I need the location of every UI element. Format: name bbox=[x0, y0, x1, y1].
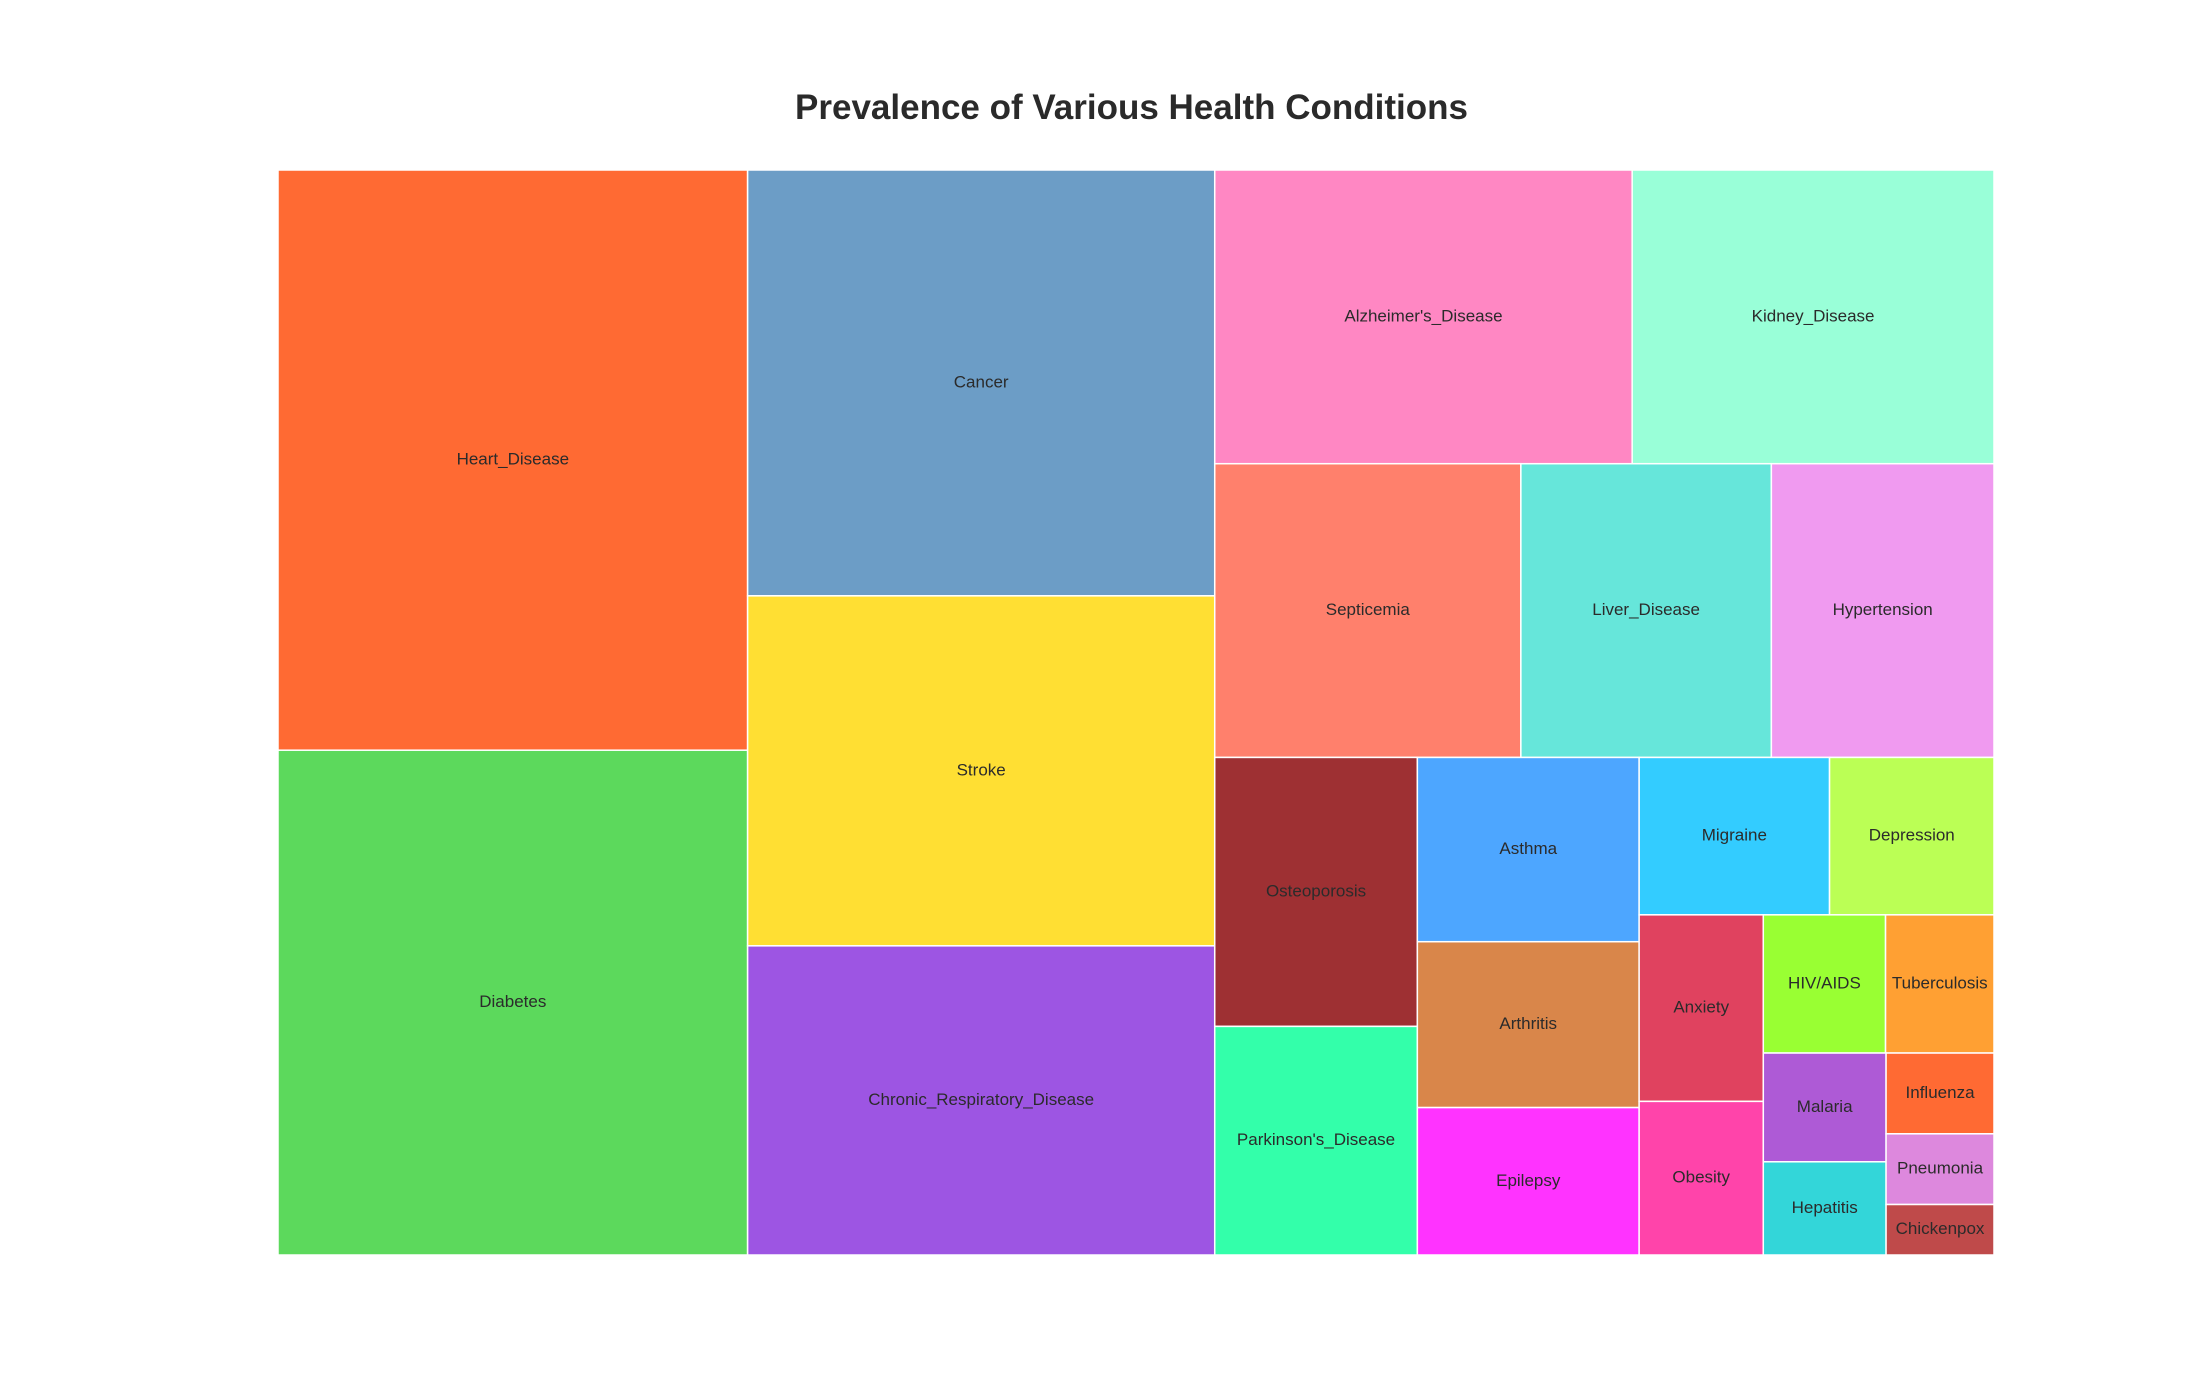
treemap-tile bbox=[1213, 169, 1633, 465]
chart-title: Prevalence of Various Health Conditions bbox=[795, 88, 1468, 127]
treemap-tile bbox=[1770, 462, 1995, 759]
treemap-tile bbox=[1884, 914, 1995, 1054]
treemap-tile-label: Malaria bbox=[1797, 1097, 1853, 1116]
treemap-tile-label: Liver_Disease bbox=[1592, 600, 1700, 619]
treemap-tile-label: Influenza bbox=[1906, 1083, 1976, 1102]
treemap-tile bbox=[1213, 462, 1522, 759]
treemap-tile bbox=[1213, 1025, 1419, 1256]
treemap-tile bbox=[1828, 756, 1995, 916]
treemap-tile-label: Cancer bbox=[954, 372, 1009, 391]
treemap-tile-label: Hepatitis bbox=[1792, 1198, 1858, 1217]
treemap-tile-label: Septicemia bbox=[1326, 600, 1411, 619]
treemap-tile-label: Migraine bbox=[1702, 826, 1767, 845]
treemap-tile bbox=[1416, 940, 1640, 1109]
treemap-tile-label: Arthritis bbox=[1499, 1014, 1557, 1033]
treemap-tile-label: Diabetes bbox=[479, 992, 546, 1011]
treemap-tile-label: Heart_Disease bbox=[457, 450, 569, 469]
treemap-tile bbox=[1762, 1161, 1887, 1256]
treemap-tile bbox=[277, 749, 749, 1256]
treemap-tile-label: Tuberculosis bbox=[1892, 973, 1988, 992]
treemap-tile bbox=[1638, 1100, 1765, 1256]
treemap-tile-label: Pneumonia bbox=[1897, 1159, 1984, 1178]
treemap-tile bbox=[1638, 756, 1831, 916]
treemap-tile bbox=[1638, 914, 1765, 1103]
treemap-tile bbox=[1520, 462, 1773, 759]
treemap-tile-label: Asthma bbox=[1499, 839, 1557, 858]
treemap-tile-label: Parkinson's_Disease bbox=[1237, 1130, 1395, 1149]
treemap-tile-label: Epilepsy bbox=[1496, 1171, 1561, 1190]
treemap-tile bbox=[1631, 169, 1995, 465]
treemap-tile-label: Stroke bbox=[957, 760, 1006, 779]
treemap-tile bbox=[1885, 1052, 1995, 1135]
treemap-tile-label: Anxiety bbox=[1673, 998, 1729, 1017]
treemap-tile-label: Kidney_Disease bbox=[1752, 306, 1875, 325]
treemap-tile bbox=[1762, 1052, 1887, 1163]
treemap-tile bbox=[1885, 1203, 1995, 1256]
treemap-tile bbox=[746, 169, 1216, 597]
treemap-tile-label: Chronic_Respiratory_Disease bbox=[868, 1090, 1094, 1109]
treemap-tile bbox=[746, 595, 1216, 947]
treemap-tile bbox=[1762, 914, 1887, 1054]
treemap-tile bbox=[746, 945, 1216, 1256]
treemap-tile-label: Hypertension bbox=[1833, 600, 1933, 619]
treemap-tile bbox=[1416, 756, 1640, 943]
treemap-tile bbox=[277, 169, 749, 751]
treemap-tile-label: Osteoporosis bbox=[1266, 881, 1366, 900]
treemap-tile-label: HIV/AIDS bbox=[1788, 973, 1861, 992]
treemap-tile-label: Depression bbox=[1869, 826, 1955, 845]
treemap-tile-label: Obesity bbox=[1672, 1168, 1730, 1187]
treemap-tile-label: Chickenpox bbox=[1896, 1219, 1985, 1238]
treemap-tile bbox=[1885, 1133, 1995, 1206]
treemap-tile bbox=[1416, 1106, 1640, 1256]
treemap-tile-label: Alzheimer's_Disease bbox=[1344, 306, 1502, 325]
